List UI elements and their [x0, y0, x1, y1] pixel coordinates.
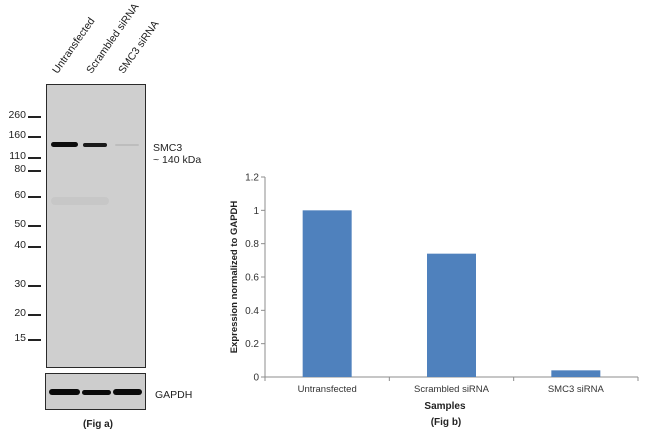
- x-tick-label: Untransfected: [298, 384, 357, 395]
- y-tick-label: 1: [253, 206, 259, 217]
- target-name: SMC3: [153, 142, 183, 154]
- mw-marker-260: 260: [8, 109, 26, 121]
- fig-a-caption: (Fig a): [83, 419, 113, 430]
- x-axis: Untransfected Scrambled siRNA SMC3 siRNA: [264, 376, 639, 395]
- smc3-band-smc3-sirna: [115, 144, 139, 146]
- smc3-band-scrambled-sirna: [83, 143, 107, 147]
- mw-marker-60: 60: [14, 189, 26, 201]
- loading-control-label: GAPDH: [155, 389, 193, 401]
- y-tick-label: 0.6: [245, 273, 259, 284]
- mw-marker-tick: [28, 285, 41, 287]
- y-tick-label: 0: [253, 373, 259, 384]
- target-label: SMC3 ~ 140 kDa: [153, 142, 201, 166]
- mw-marker-50: 50: [14, 218, 26, 230]
- y-tick-label: 1.2: [245, 173, 259, 184]
- x-axis-label: Samples: [424, 401, 466, 412]
- gapdh-blot-panel: [45, 373, 146, 410]
- mw-marker-160: 160: [8, 129, 26, 141]
- mw-marker-tick: [28, 116, 41, 118]
- y-axis: 0 0.2 0.4 0.6 0.8 1 1.2: [245, 173, 266, 384]
- bars: [302, 210, 601, 377]
- fig-b-caption: (Fig b): [431, 417, 462, 428]
- mw-marker-tick: [28, 170, 41, 172]
- nonspecific-smudge: [51, 197, 109, 205]
- gapdh-band-untransfected: [49, 389, 80, 395]
- bar-smc3-sirna: [551, 370, 601, 377]
- bar-untransfected: [302, 210, 352, 377]
- x-tick-label: SMC3 siRNA: [548, 384, 605, 395]
- smc3-blot-panel: [46, 84, 146, 368]
- y-tick-label: 0.8: [245, 239, 259, 250]
- gapdh-band-smc3-sirna: [113, 389, 142, 395]
- mw-marker-tick: [28, 136, 41, 138]
- bar-scrambled-sirna: [427, 253, 476, 377]
- mw-marker-80: 80: [14, 163, 26, 175]
- gapdh-band-scrambled-sirna: [82, 390, 111, 395]
- mw-marker-110: 110: [9, 150, 26, 162]
- smc3-band-untransfected: [51, 142, 78, 147]
- y-tick-label: 0.2: [245, 339, 259, 350]
- mw-marker-tick: [28, 314, 41, 316]
- mw-marker-tick: [28, 157, 41, 159]
- mw-marker-tick: [28, 246, 41, 248]
- target-size: ~ 140 kDa: [153, 154, 202, 166]
- mw-marker-40: 40: [14, 239, 26, 251]
- mw-marker-30: 30: [14, 278, 26, 290]
- mw-marker-20: 20: [14, 307, 26, 319]
- x-tick-label: Scrambled siRNA: [414, 384, 490, 395]
- mw-marker-15: 15: [14, 332, 26, 344]
- mw-marker-tick: [28, 196, 41, 198]
- y-axis-label: Expression normalized to GAPDH: [229, 201, 240, 354]
- mw-marker-tick: [28, 339, 41, 341]
- mw-marker-tick: [28, 225, 41, 227]
- y-tick-label: 0.4: [245, 306, 259, 317]
